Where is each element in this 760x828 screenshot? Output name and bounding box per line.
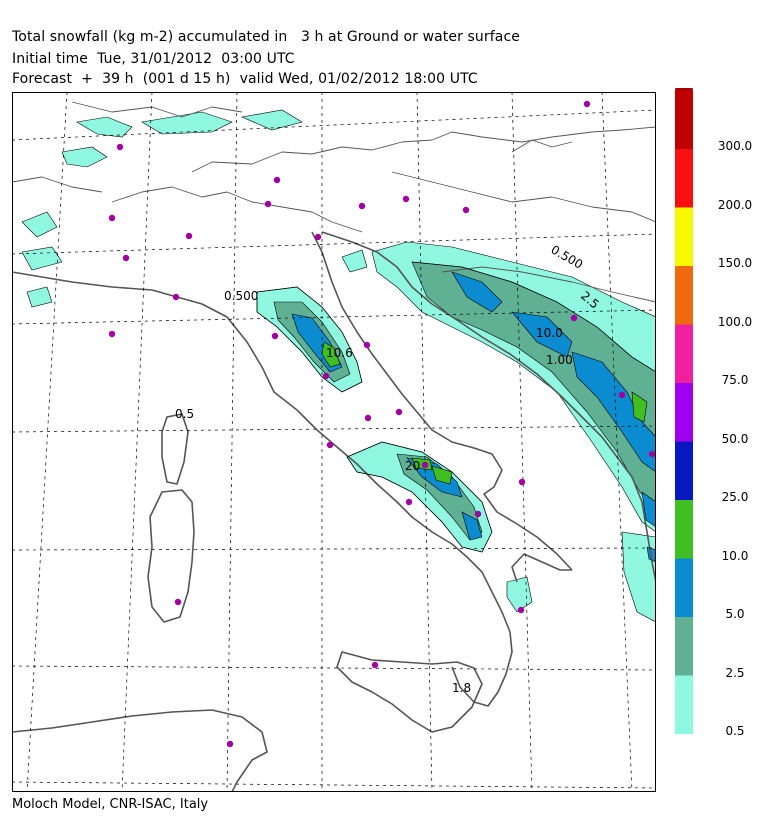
legend-label: 25.0 bbox=[721, 490, 749, 504]
contour-label: 20 bbox=[405, 459, 420, 473]
city-marker bbox=[570, 314, 578, 322]
legend-swatch bbox=[675, 324, 693, 383]
city-marker bbox=[226, 740, 234, 748]
contour-label: 10.6 bbox=[326, 346, 353, 360]
legend-label: 150.0 bbox=[717, 256, 753, 270]
contour-label: 1.00 bbox=[546, 353, 573, 367]
city-marker bbox=[122, 254, 130, 262]
city-marker bbox=[363, 341, 371, 349]
snowfall-map: 0.500 0.5 0.500 2.5 10.0 1.00 10.6 20 1.… bbox=[12, 92, 656, 792]
initial-time: Initial time Tue, 31/01/2012 03:00 UTC bbox=[12, 51, 295, 67]
city-marker bbox=[108, 330, 116, 338]
model-credit: Moloch Model, CNR-ISAC, Italy bbox=[12, 797, 209, 812]
legend-swatch bbox=[675, 675, 693, 734]
contour-label: 0.5 bbox=[175, 407, 194, 421]
city-marker bbox=[517, 606, 525, 614]
city-marker bbox=[271, 332, 279, 340]
legend-label: 2.5 bbox=[725, 665, 745, 680]
contour-label: 10.0 bbox=[536, 326, 563, 340]
city-marker bbox=[116, 143, 124, 151]
city-marker bbox=[185, 232, 193, 240]
legend-label: 5.0 bbox=[725, 607, 745, 621]
city-marker bbox=[108, 214, 116, 222]
legend-swatch bbox=[675, 441, 693, 500]
legend-swatch bbox=[675, 558, 693, 617]
legend-label: 10.0 bbox=[721, 548, 749, 563]
color-legend bbox=[675, 88, 693, 734]
legend-swatch bbox=[675, 617, 693, 676]
legend-swatch bbox=[675, 500, 693, 559]
legend-swatch bbox=[675, 266, 693, 325]
city-marker bbox=[172, 293, 180, 301]
map-title: Total snowfall (kg m-2) accumulated in 3… bbox=[12, 29, 520, 45]
forecast-valid-time: Forecast + 39 h (001 d 15 h) valid Wed, … bbox=[12, 71, 478, 87]
city-marker bbox=[648, 450, 656, 458]
city-marker bbox=[174, 598, 182, 606]
city-marker bbox=[326, 441, 334, 449]
legend-swatch bbox=[675, 383, 693, 442]
city-marker bbox=[405, 498, 413, 506]
city-marker bbox=[314, 233, 322, 241]
contour-label: 0.500 bbox=[224, 289, 258, 303]
legend-label: 75.0 bbox=[721, 373, 749, 387]
legend-label: 0.5 bbox=[725, 724, 745, 738]
city-marker bbox=[371, 661, 379, 669]
city-marker bbox=[474, 510, 482, 518]
snowfall-field bbox=[21, 109, 656, 623]
city-marker bbox=[518, 478, 526, 486]
legend-label: 100.0 bbox=[717, 314, 753, 329]
legend-label: 300.0 bbox=[717, 139, 753, 153]
legend-swatch bbox=[675, 90, 693, 149]
city-marker bbox=[273, 176, 281, 184]
legend-swatch bbox=[675, 207, 693, 266]
map-frame bbox=[12, 92, 656, 792]
contour-label: 1.8 bbox=[452, 681, 471, 695]
city-marker bbox=[462, 206, 470, 214]
coastline bbox=[12, 101, 656, 792]
city-marker bbox=[322, 372, 330, 380]
city-marker bbox=[402, 195, 410, 203]
city-marker bbox=[618, 391, 626, 399]
city-marker bbox=[583, 100, 591, 108]
city-marker bbox=[421, 461, 429, 469]
legend-arrow bbox=[675, 88, 693, 91]
legend-label: 200.0 bbox=[717, 197, 753, 212]
city-marker bbox=[364, 414, 372, 422]
city-marker bbox=[358, 202, 366, 210]
contour-lines bbox=[256, 261, 656, 553]
city-marker bbox=[395, 408, 403, 416]
legend-swatch bbox=[675, 149, 693, 208]
contour-label: 0.500 bbox=[549, 242, 586, 271]
legend-label: 50.0 bbox=[721, 431, 749, 446]
city-marker bbox=[264, 200, 272, 208]
graticule bbox=[12, 92, 656, 792]
city-markers bbox=[108, 100, 656, 748]
